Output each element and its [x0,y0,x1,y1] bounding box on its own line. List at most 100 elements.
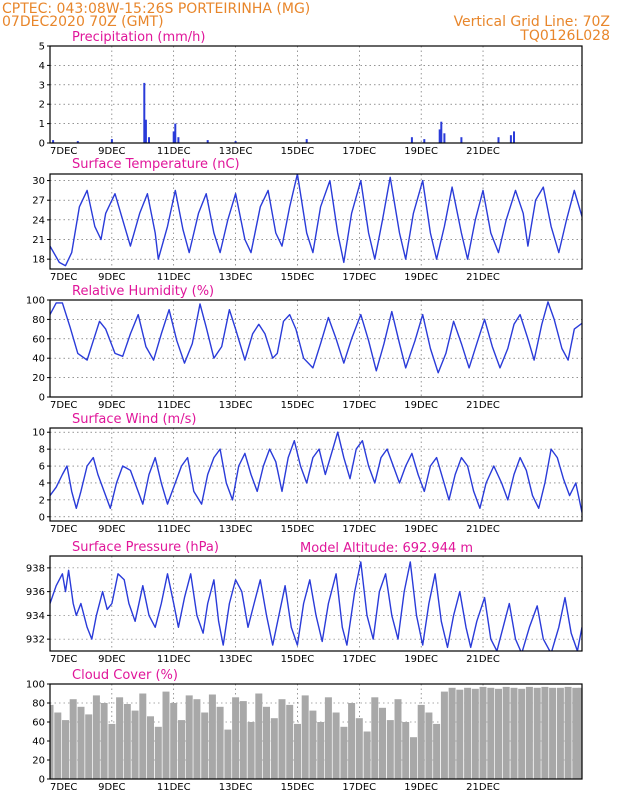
bar [386,720,394,779]
bar [108,723,116,779]
header-datetime: 07DEC2020 70Z (GMT) [2,14,164,30]
bar [564,686,572,779]
bar [144,119,147,143]
x-tick-label: 17DEC [342,400,376,411]
x-tick-label: 11DEC [157,524,191,535]
bar [355,718,363,779]
bar [332,712,340,779]
bar [317,722,325,779]
series-cloud-cover [50,686,582,779]
x-tick-label: 9DEC [98,524,125,535]
bar [148,137,150,143]
panel-title: Surface Pressure (hPa) [72,540,219,555]
bar [460,137,463,143]
y-tick-label: 20 [32,373,45,384]
y-tick-label: 40 [32,737,45,748]
x-tick-label: 7DEC [50,400,77,411]
y-tick-label: 4 [39,478,45,489]
series-relative-humidity [50,301,582,374]
panel-title: Relative Humidity (%) [72,284,214,299]
x-tick-label: 17DEC [342,524,376,535]
bar [263,706,270,779]
panels: 7DEC 9DEC 11DEC 13DEC 15DEC 17DEC 19DEC 21DEC 0 1… [26,30,583,793]
x-tick-label: 21DEC [466,272,500,283]
bar [85,714,93,779]
x-tick-label: 11DEC [157,272,191,283]
bar [440,121,443,143]
bar [479,686,487,779]
x-tick-label: 7DEC [50,146,77,157]
panel-surface-wind-m-s: 7DEC 9DEC 11DEC 13DEC 15DEC 17DEC 19DEC 21DEC 0 2… [32,412,583,535]
panel-frame [49,173,583,270]
y-tick-label: 936 [26,587,45,598]
series-line [50,174,582,267]
x-tick-label: 15DEC [281,782,315,793]
x-tick-label: 21DEC [466,524,500,535]
bar [509,135,512,143]
bar [363,731,371,779]
panel-title: Surface Wind (m/s) [72,412,196,427]
bar [433,723,441,779]
x-tick-label: 19DEC [404,524,438,535]
bar [177,137,180,143]
bar [216,706,224,779]
x-tick-label: 13DEC [219,146,253,157]
x-tick-label: 9DEC [98,654,125,665]
bar [69,699,77,779]
bar [185,695,193,779]
bar [510,687,518,779]
x-tick-label: 15DEC [281,146,315,157]
bar [487,687,495,779]
x-tick-label: 17DEC [342,654,376,665]
bar [417,704,425,779]
bar [77,706,85,779]
y-tick-label: 0 [39,512,45,523]
x-tick-label: 9DEC [98,400,125,411]
y-tick-label: 4 [39,61,45,72]
x-tick-label: 19DEC [404,146,438,157]
bar [423,139,426,143]
x-tick-label: 13DEC [219,400,253,411]
y-tick-label: 10 [32,428,45,439]
y-tick-label: 100 [26,296,45,307]
bar [170,703,178,779]
bar [324,697,332,779]
bar [270,718,278,779]
panel-relative-humidity: 7DEC 9DEC 11DEC 13DEC 15DEC 17DEC 19DEC 21DEC 0 2… [26,284,583,411]
bar [305,139,308,143]
y-tick-label: 0 [39,775,45,786]
x-tick-label: 7DEC [50,524,77,535]
y-tick-label: 40 [32,354,45,365]
bar [348,703,356,779]
y-tick-label: 24 [32,215,45,226]
bar [201,712,209,779]
y-tick-label: 8 [39,445,45,456]
bar [116,697,124,779]
x-tick-label: 11DEC [157,146,191,157]
bar [131,710,139,779]
y-tick-label: 0 [39,139,45,150]
x-tick-label: 13DEC [219,654,253,665]
bar [52,140,55,143]
series-precipitation-mm-h [52,82,515,143]
bar [402,722,410,779]
x-tick-label: 17DEC [342,146,376,157]
bar [147,716,154,779]
bar [456,689,464,779]
bar [76,141,79,143]
y-tick-label: 6 [39,462,45,473]
header-model-id: TQ0126L028 [519,28,610,44]
bar [371,697,379,779]
bar [255,693,263,779]
panel-cloud-cover: 7DEC 9DEC 11DEC 13DEC 15DEC 17DEC 19DEC 21DEC 0 2… [26,668,583,793]
series-surface-pressure-hpa [50,561,582,651]
bar [440,691,448,779]
x-tick-label: 13DEC [219,524,253,535]
bar [224,729,232,779]
x-tick-label: 9DEC [98,782,125,793]
y-tick-label: 18 [32,255,45,266]
panel-title: Precipitation (mm/h) [72,30,205,45]
y-tick-label: 80 [32,315,45,326]
panel-precipitation-mm-h: 7DEC 9DEC 11DEC 13DEC 15DEC 17DEC 19DEC 21DEC 0 1… [39,30,583,157]
